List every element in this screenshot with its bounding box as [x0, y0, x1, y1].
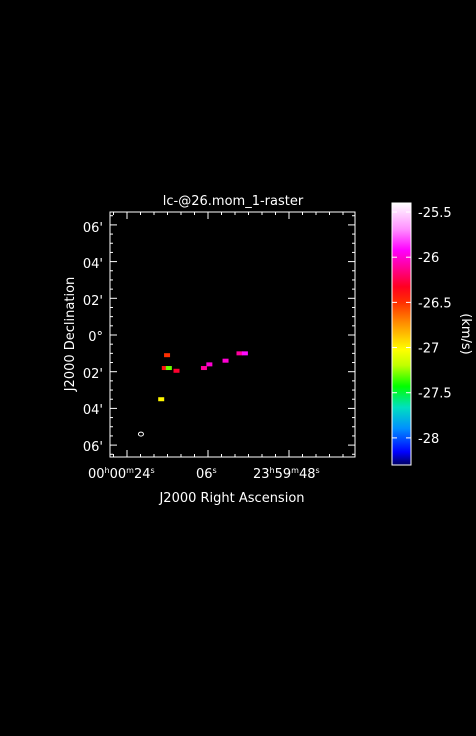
- y-tick-label: 02': [83, 294, 103, 309]
- colorbar-tick-label: -25.5: [418, 206, 452, 221]
- emission-blob: [158, 397, 165, 402]
- y-tick-labels: 06' 04' 02' 0° 02' 04' 06': [83, 221, 103, 455]
- y-tick-label: 06': [83, 440, 103, 455]
- colorbar-tick-label: -26: [418, 251, 439, 266]
- emission-blob: [161, 366, 168, 371]
- y-axis-label: J2000 Declination: [63, 277, 78, 393]
- emission-blob: [200, 366, 207, 371]
- emission-blob: [165, 366, 172, 371]
- y-tick-label: 04': [83, 403, 103, 418]
- y-tick-label: 0°: [88, 330, 103, 345]
- x-tick-label: 00h00m24s: [88, 466, 155, 482]
- emission-blob: [241, 351, 248, 356]
- frame-ticks: [110, 212, 355, 457]
- colorbar-tick-labels: -25.5 -26 -26.5 -27 -27.5 -28: [418, 206, 452, 447]
- emission-blob: [173, 368, 180, 373]
- colorbar-tick-label: -26.5: [418, 296, 452, 311]
- beam-ellipse: [137, 431, 144, 437]
- emission-blob: [206, 362, 213, 367]
- x-tick-label: 23h59m48s: [253, 466, 320, 482]
- emission-blob: [164, 353, 171, 358]
- y-tick-label: 06': [83, 221, 103, 236]
- emission-blob: [222, 358, 229, 363]
- x-tick-label: 06s: [196, 466, 217, 482]
- emission-blob: [236, 351, 243, 356]
- colorbar-tick-label: -27.5: [418, 387, 452, 402]
- emission-blobs: [158, 351, 248, 402]
- colorbar-label: (km/s): [458, 313, 473, 355]
- colorbar-tick-label: -28: [418, 432, 439, 447]
- colorbar-ticks: [392, 211, 411, 439]
- colorbar-tick-label: -27: [418, 342, 439, 357]
- plot-frame: [109, 211, 356, 458]
- y-tick-label: 04': [83, 257, 103, 272]
- x-axis-label: J2000 Right Ascension: [158, 491, 304, 506]
- chart-title: lc-@26.mom_1-raster: [163, 194, 304, 209]
- y-tick-label: 02': [83, 367, 103, 382]
- colorbar: [391, 202, 412, 466]
